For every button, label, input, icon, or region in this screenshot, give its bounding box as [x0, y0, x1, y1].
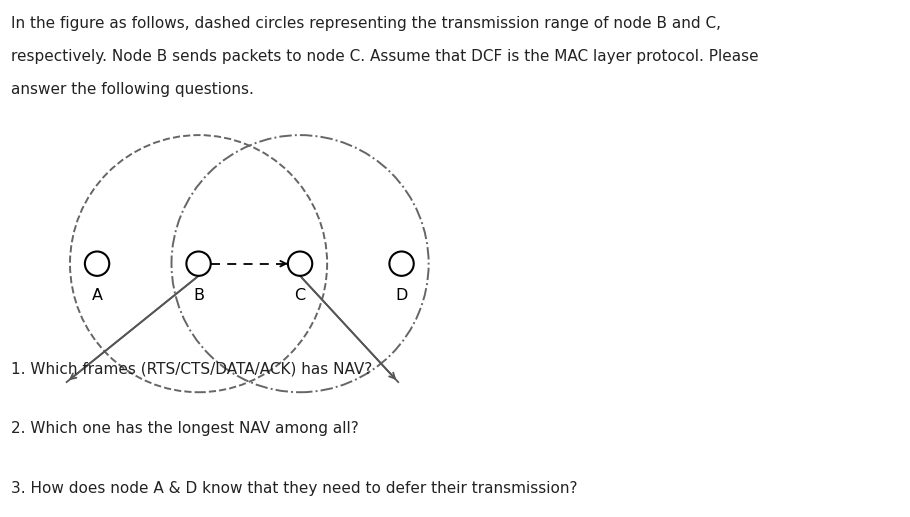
Text: 1. Which frames (RTS/CTS/DATA/ACK) has NAV?: 1. Which frames (RTS/CTS/DATA/ACK) has N…: [11, 362, 372, 377]
Text: A: A: [92, 288, 103, 303]
Text: 2. Which one has the longest NAV among all?: 2. Which one has the longest NAV among a…: [11, 421, 359, 436]
Text: B: B: [193, 288, 204, 303]
Text: 3. How does node A & D know that they need to defer their transmission?: 3. How does node A & D know that they ne…: [11, 481, 578, 496]
Text: D: D: [395, 288, 408, 303]
Text: respectively. Node B sends packets to node C. Assume that DCF is the MAC layer p: respectively. Node B sends packets to no…: [11, 49, 759, 64]
Text: C: C: [295, 288, 306, 303]
Text: In the figure as follows, dashed circles representing the transmission range of : In the figure as follows, dashed circles…: [11, 16, 721, 31]
Text: answer the following questions.: answer the following questions.: [11, 82, 254, 97]
